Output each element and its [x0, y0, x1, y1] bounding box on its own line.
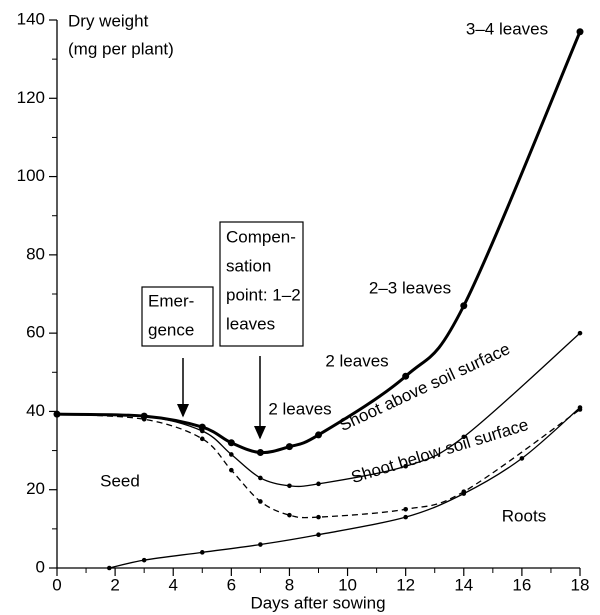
annotation-box: [141, 286, 214, 347]
x-tick-label: 0: [52, 575, 61, 594]
data-point: [199, 436, 205, 442]
data-point: [256, 449, 264, 457]
x-tick-label: 2: [110, 575, 119, 594]
data-point: [316, 532, 321, 538]
data-line: [56, 332, 581, 488]
x-tick-label: 14: [454, 575, 473, 594]
x-tick-label: 12: [396, 575, 415, 594]
y-tick-label: 20: [26, 479, 45, 498]
y-tick-label: 40: [26, 401, 45, 420]
x-tick-label: 16: [512, 575, 531, 594]
annotation-text: Compen-: [226, 227, 296, 246]
data-point: [285, 443, 293, 451]
annotation: 3–4 leaves: [466, 19, 548, 38]
data-point: [461, 491, 467, 496]
x-tick-label: 4: [168, 575, 177, 594]
x-axis-label: Days after sowing: [250, 593, 385, 612]
data-point: [141, 416, 147, 422]
data-point: [258, 542, 263, 547]
annotation: 2 leaves: [268, 399, 331, 418]
data-point: [403, 514, 408, 520]
data-point: [258, 499, 263, 504]
annotation: 2 leaves: [325, 351, 388, 370]
annotation-box: [219, 221, 304, 347]
data-point: [403, 506, 408, 512]
x-tick-label: 18: [571, 575, 590, 594]
annotation: Seed: [100, 471, 140, 490]
annotation-text: Emer-: [148, 291, 194, 310]
data-point: [460, 302, 468, 310]
annotation-text: gence: [148, 320, 194, 339]
y-tick-label: 60: [26, 323, 45, 342]
data-point: [576, 28, 584, 36]
data-point: [461, 434, 467, 440]
data-point: [199, 550, 205, 555]
data-point: [519, 456, 525, 461]
data-line: [56, 408, 581, 519]
data-point: [316, 514, 321, 520]
data-line: [56, 31, 582, 455]
y-axis-label: Dry weight: [68, 11, 149, 30]
y-tick-label: 80: [26, 244, 45, 263]
data-point: [227, 439, 235, 447]
data-point: [315, 431, 322, 439]
y-tick-label: 120: [17, 88, 45, 107]
data-point: [577, 405, 583, 410]
x-tick-label: 10: [338, 575, 357, 594]
data-point: [287, 512, 292, 518]
y-tick-label: 100: [17, 166, 45, 185]
data-point: [141, 557, 147, 563]
data-point: [199, 428, 205, 434]
data-point: [229, 467, 234, 473]
annotation-text: point: 1–2: [226, 285, 301, 304]
series-label: Roots: [502, 506, 546, 525]
x-tick-label: 8: [285, 575, 294, 594]
y-axis-label: (mg per plant): [68, 39, 174, 58]
data-point: [402, 372, 410, 380]
series-label: Shoot below soil surface: [349, 415, 531, 487]
x-tick-label: 6: [227, 575, 236, 594]
annotation-text: leaves: [226, 314, 275, 333]
data-point: [229, 452, 234, 457]
y-tick-label: 0: [36, 557, 45, 576]
data-point: [287, 483, 292, 489]
data-point: [258, 475, 263, 481]
data-point: [198, 423, 206, 431]
data-point: [577, 330, 583, 336]
data-line: [109, 407, 581, 569]
data-point: [107, 565, 112, 571]
data-point: [54, 411, 60, 417]
data-point: [403, 463, 408, 469]
data-point: [316, 481, 321, 487]
y-tick-label: 140: [17, 9, 45, 28]
annotation: 2–3 leaves: [369, 278, 451, 297]
annotation-text: sation: [226, 256, 271, 275]
